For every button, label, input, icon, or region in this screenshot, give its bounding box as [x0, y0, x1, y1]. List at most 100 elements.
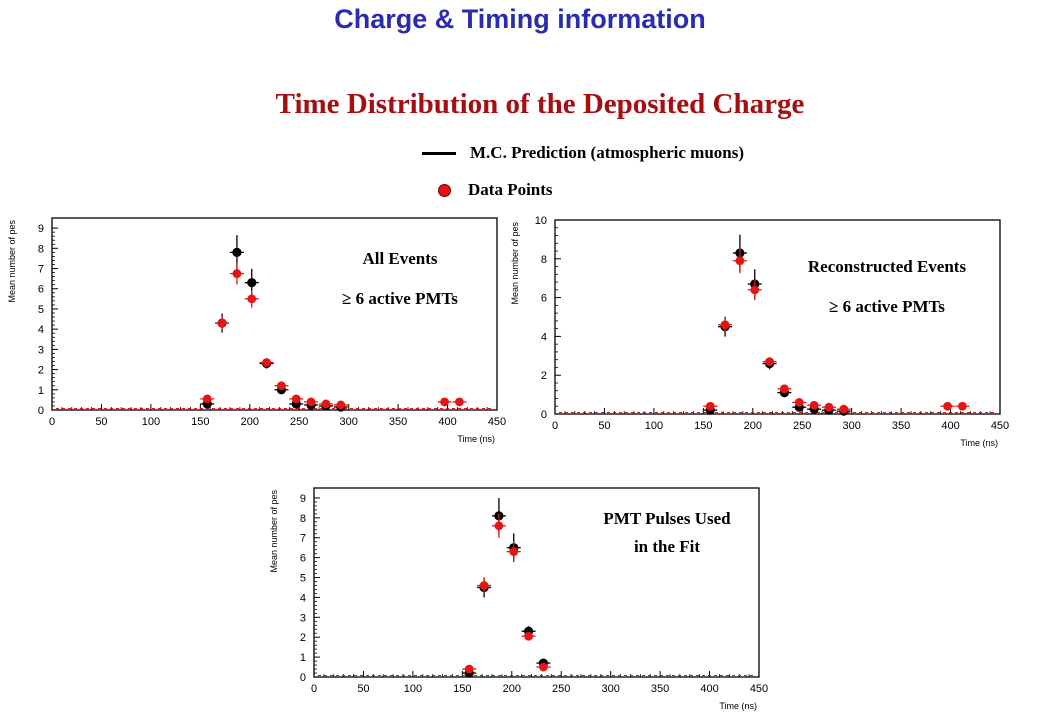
x-tick-label: 0 [552, 420, 558, 432]
x-tick-label: 100 [645, 420, 663, 432]
y-tick-label: 1 [38, 385, 44, 397]
data-point [509, 547, 519, 557]
data-point [336, 400, 346, 410]
x-tick-label: 300 [339, 416, 357, 428]
plot-annotation: ≥ 6 active PMTs [342, 289, 458, 308]
x-tick-label: 150 [453, 683, 471, 695]
y-tick-label: 0 [38, 405, 44, 417]
x-tick-label: 100 [142, 416, 160, 428]
plot-annotation: PMT Pulses Used [603, 509, 731, 528]
data-series [462, 513, 551, 674]
mc-point [232, 247, 242, 257]
plot-reconstructed-events: 0 50 100 150 200 250 300 350 400 450 0 2 4 6 8 10 Time (… [505, 208, 1035, 456]
legend-line-marker [422, 151, 456, 155]
data-point [824, 402, 834, 412]
x-tick-label: 150 [191, 416, 209, 428]
y-tick-label: 7 [300, 533, 306, 545]
y-tick-label: 5 [300, 573, 306, 585]
data-point [780, 384, 789, 394]
y-tick-label: 1 [300, 652, 306, 664]
data-point [455, 397, 464, 407]
data-point [524, 631, 533, 641]
data-point [750, 285, 760, 295]
y-tick-label: 2 [38, 365, 44, 377]
plot-all-events: 0 50 100 150 200 250 300 350 400 450 0 1 2 3 4 5 6 7 8 9 Tim… [0, 208, 520, 448]
data-point [306, 397, 316, 407]
y-tick-label: 9 [300, 493, 306, 505]
slide-title: Charge & Timing information [334, 4, 706, 34]
x-tick-label: 50 [598, 420, 610, 432]
x-tick-label: 50 [95, 416, 107, 428]
data-point [464, 664, 474, 674]
x-tick-label: 350 [389, 416, 407, 428]
data-point [217, 318, 227, 328]
x-tick-label: 50 [357, 683, 369, 695]
x-tick-label: 0 [49, 416, 55, 428]
legend-item-data: Data Points [420, 180, 553, 200]
legend-dot-marker [438, 183, 451, 197]
x-tick-label: 250 [552, 683, 570, 695]
y-tick-label: 3 [38, 344, 44, 356]
x-tick-label: 200 [503, 683, 521, 695]
y-tick-label: 8 [300, 513, 306, 525]
data-point [440, 397, 449, 407]
x-tick-label: 300 [601, 683, 619, 695]
x-tick-label: 200 [744, 420, 762, 432]
y-tick-label: 3 [300, 612, 306, 624]
data-point [958, 401, 967, 411]
data-point [247, 294, 257, 304]
y-tick-label: 8 [541, 254, 547, 266]
y-tick-label: 8 [38, 243, 44, 255]
plot-pmt-pulses: 0 50 100 150 200 250 300 350 400 450 0 1 2 3 4 5 6 7 8 9 Tim… [262, 480, 782, 720]
y-tick-label: 10 [535, 215, 547, 227]
y-tick-label: 2 [300, 632, 306, 644]
x-axis-label: Time (ns) [960, 438, 998, 448]
x-tick-label: 350 [892, 420, 910, 432]
data-point [943, 401, 952, 411]
y-tick-label: 0 [300, 672, 306, 684]
y-axis-label: Mean number of pes [269, 490, 279, 573]
plot-annotation: ≥ 6 active PMTs [829, 297, 945, 316]
plot-annotation: in the Fit [634, 537, 700, 556]
legend-item-mc: M.C. Prediction (atmospheric muons) [420, 143, 744, 163]
x-tick-label: 100 [404, 683, 422, 695]
x-tick-label: 350 [651, 683, 669, 695]
data-point [839, 404, 849, 414]
data-point [479, 581, 489, 590]
plot-frame [313, 487, 760, 678]
y-tick-label: 9 [38, 223, 44, 235]
data-point [765, 357, 774, 367]
x-tick-label: 0 [311, 683, 317, 695]
y-tick-label: 4 [38, 324, 44, 336]
y-tick-label: 6 [541, 293, 547, 305]
x-tick-label: 200 [241, 416, 259, 428]
data-point [321, 399, 331, 409]
data-point [202, 394, 212, 404]
y-tick-label: 6 [38, 284, 44, 296]
x-tick-label: 300 [842, 420, 860, 432]
y-axis-label: Mean number of pes [510, 222, 520, 305]
y-tick-label: 2 [541, 370, 547, 382]
x-tick-label: 150 [694, 420, 712, 432]
y-tick-label: 4 [300, 592, 306, 604]
legend-label-data: Data Points [468, 180, 553, 199]
x-tick-label: 250 [793, 420, 811, 432]
y-axis-label: Mean number of pes [7, 220, 17, 303]
mc-series [462, 498, 551, 678]
x-tick-label: 450 [750, 683, 768, 695]
data-point [720, 320, 730, 330]
legend-label-mc: M.C. Prediction (atmospheric muons) [470, 143, 745, 162]
data-point [277, 381, 286, 391]
x-tick-label: 450 [991, 420, 1009, 432]
data-point [705, 401, 715, 411]
data-point [809, 400, 819, 410]
figure-title: Time Distribution of the Deposited Charg… [275, 88, 805, 120]
y-tick-label: 4 [541, 331, 547, 343]
y-tick-label: 0 [541, 409, 547, 421]
plot-annotation: All Events [362, 249, 437, 268]
plot-annotation: Reconstructed Events [808, 257, 967, 276]
data-point [794, 397, 804, 407]
data-point [735, 256, 745, 266]
data-point [494, 521, 504, 531]
data-point [291, 394, 301, 404]
